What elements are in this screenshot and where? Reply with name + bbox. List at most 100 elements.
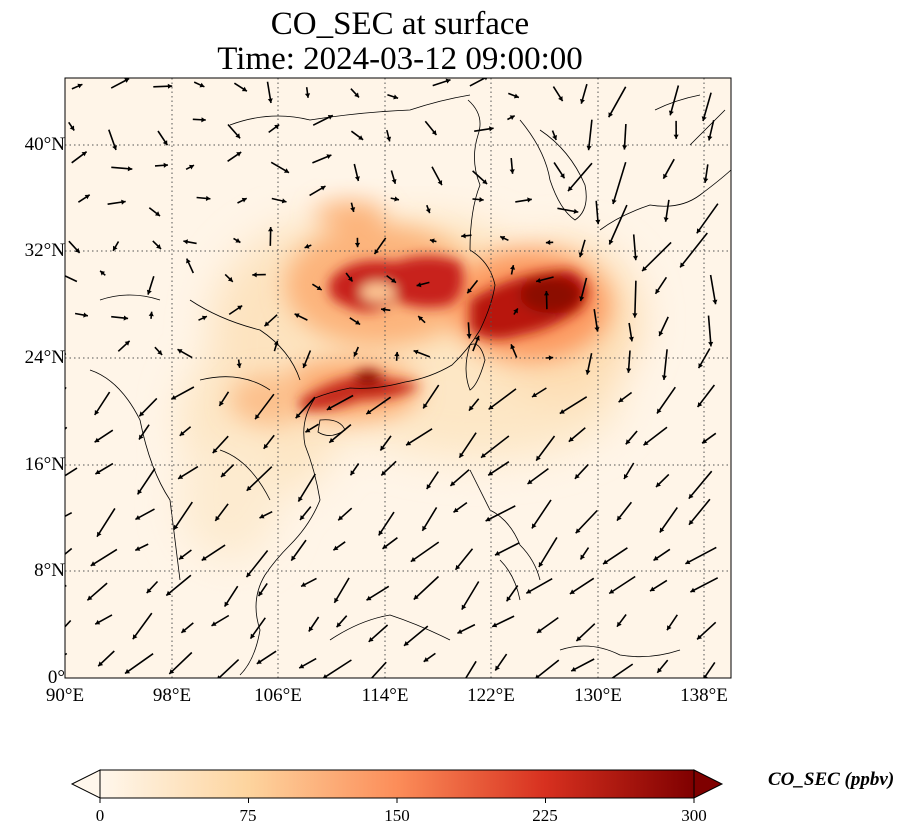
wind-arrow [322, 659, 352, 678]
wind-arrow [333, 577, 350, 604]
wind-arrow-head [708, 341, 714, 347]
wind-arrow-head [217, 675, 221, 678]
wind-arrow-head [366, 409, 372, 415]
wind-arrow-head [338, 515, 344, 521]
wind-arrow-head [697, 634, 702, 640]
wind-arrow-head [281, 198, 287, 204]
wind-arrow [709, 274, 717, 305]
wind-arrow-head [336, 622, 342, 628]
wind-arrow-head [422, 525, 427, 531]
wind-arrow-head [124, 78, 130, 83]
wind-arrow-head [148, 311, 154, 317]
wind-arrow [405, 428, 433, 446]
wind-arrow-head [256, 659, 262, 664]
wind-arrow-head [594, 327, 600, 332]
wind-arrow-head [536, 628, 542, 633]
wind-arrow-head [391, 278, 396, 283]
wind-arrow [65, 386, 67, 391]
wind-arrow-head [673, 134, 679, 139]
wind-arrow-head [703, 178, 709, 183]
wind-arrow-head [618, 397, 624, 403]
wind-arrow-head [284, 168, 289, 173]
wind-arrow-head [659, 527, 665, 533]
wind-arrow-head [453, 507, 459, 513]
wind-arrow [170, 386, 195, 401]
wind-arrow-head [156, 244, 161, 249]
x-tick-label: 122°E [467, 685, 515, 706]
wind-arrow-head [426, 484, 432, 490]
wind-arrow-head [617, 621, 622, 627]
wind-arrow-head [51, 591, 56, 596]
wind-arrow-head [624, 474, 629, 479]
wind-arrow-head [380, 445, 385, 451]
colorbar-tick-label: 225 [532, 806, 558, 825]
wind-arrow-head [57, 476, 62, 481]
wind-arrow-head [237, 305, 243, 311]
map-frame [64, 77, 732, 679]
wind-arrow [587, 119, 593, 151]
wind-arrow-head [650, 586, 655, 592]
wind-arrow [488, 388, 517, 411]
wind-arrow-head [574, 473, 580, 479]
wind-arrow-head [298, 496, 303, 502]
wind-arrow [65, 619, 72, 628]
wind-arrow-head [367, 678, 372, 683]
wind-arrow-head [431, 130, 437, 135]
wind-arrow-head [485, 516, 491, 522]
wind-arrow-head [544, 291, 550, 296]
concentration-field-high [300, 256, 588, 411]
wind-arrow-head [513, 308, 518, 314]
wind-arrow [538, 536, 558, 568]
wind-arrow-head [235, 238, 241, 243]
wind-arrow-head [236, 363, 242, 368]
wind-arrow-head [137, 489, 143, 495]
wind-arrow-head [139, 434, 144, 440]
wind-arrow-head [320, 186, 326, 191]
wind-arrow-head [690, 587, 696, 593]
wind-arrow-head [90, 561, 96, 566]
wind-arrow-head [657, 408, 662, 414]
wind-arrow [696, 384, 716, 408]
wind-arrow [569, 577, 595, 595]
wind-arrow-head [329, 437, 335, 443]
wind-arrow-head [701, 116, 707, 121]
wind-arrow-head [707, 135, 713, 141]
y-tick-label: 16°N [24, 454, 65, 475]
wind-arrow-head [368, 637, 374, 642]
wind-arrow [464, 660, 477, 678]
y-tick-label: 24°N [24, 347, 65, 368]
wind-arrow [458, 432, 477, 459]
wind-arrow-head [608, 239, 614, 245]
wind-arrow-head [467, 288, 472, 294]
wind-arrow [94, 391, 111, 416]
wind-arrow-head [51, 405, 56, 410]
wind-arrow-head [488, 404, 494, 410]
wind-arrow-head [163, 162, 168, 168]
wind-arrow [531, 499, 552, 529]
wind-arrow-head [354, 242, 361, 248]
wind-arrow-head [304, 93, 311, 98]
wind-arrow-head [74, 248, 80, 253]
gridlines [65, 78, 731, 678]
wind-arrow-head [57, 516, 62, 521]
wind-arrow [632, 234, 637, 261]
wind-arrow-head [611, 199, 617, 204]
wind-arrow-head [656, 482, 661, 487]
wind-arrow [295, 396, 316, 419]
wind-arrow [608, 204, 628, 245]
wind-arrow-head [146, 289, 152, 295]
wind-arrow-head [201, 315, 207, 321]
wind-arrow-head [186, 258, 191, 264]
wind-arrow-head [333, 545, 339, 551]
wind-arrow-head [429, 238, 435, 244]
wind-arrow-head [299, 663, 305, 669]
wind-arrow-head [495, 550, 500, 556]
wind-arrow-head [416, 282, 422, 288]
wind-arrow-head [425, 208, 431, 214]
wind-arrow [65, 275, 78, 283]
wind-arrow [461, 581, 480, 611]
wind-arrow [326, 394, 354, 411]
wind-arrow [480, 435, 510, 459]
wind-arrow [365, 396, 392, 415]
wind-arrow-head [199, 82, 205, 88]
